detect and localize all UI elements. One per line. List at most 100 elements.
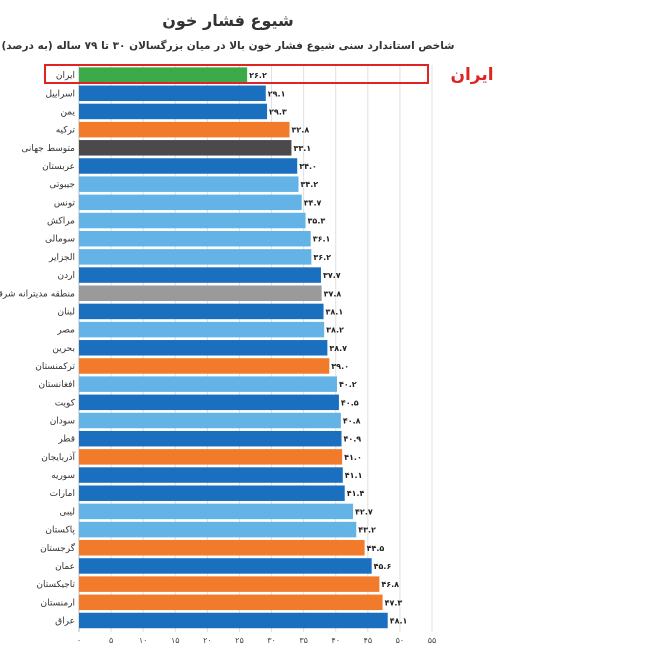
x-tick-label: ۵۵ xyxy=(428,636,437,645)
value-label: ۴۳.۲ xyxy=(358,526,376,535)
value-label: ۲۶.۲ xyxy=(249,71,267,80)
category-label: قطر xyxy=(57,435,75,445)
bar xyxy=(79,230,311,247)
value-labels: ۲۶.۲۲۹.۱ ۲۹.۳ ۳۲.۸ ۳۳.۱ ۳۴.۰ ۳۴.۲ ۳۴.۷ ۳۵.۳ ۳۶.۱… xyxy=(249,71,407,625)
bar xyxy=(79,612,388,629)
value-label: ۳۸.۱ xyxy=(326,307,344,316)
category-label: جیبوتی xyxy=(49,180,75,190)
value-label: ۳۳.۱ xyxy=(293,144,311,153)
bar xyxy=(79,576,380,592)
category-labels: ایران اسراییل یمن ترکیه متوسط جهانی عربستان جی… xyxy=(0,71,76,626)
value-label: ۴۰.۵ xyxy=(341,398,359,407)
category-label: مراکش xyxy=(47,217,75,227)
category-label: ترکمنستان xyxy=(35,362,75,372)
category-label: گرجستان xyxy=(40,542,76,554)
bar xyxy=(79,340,328,356)
category-label: منطقه مدیترانه شرقی xyxy=(0,289,75,299)
bar xyxy=(79,358,330,374)
category-label: امارات xyxy=(50,489,75,499)
category-label: بحرین xyxy=(52,344,75,354)
bar xyxy=(79,140,292,156)
bar xyxy=(79,103,268,120)
category-label: اسراییل xyxy=(45,89,75,99)
value-label: ۳۶.۱ xyxy=(313,235,331,244)
bar xyxy=(79,394,339,411)
bar xyxy=(79,194,302,211)
value-label: ۴۸.۱ xyxy=(390,616,408,625)
bar xyxy=(79,376,338,392)
value-label: ۳۴.۷ xyxy=(304,198,322,207)
x-tick-label: ۵۰ xyxy=(396,636,405,645)
value-label: ۳۵.۳ xyxy=(308,217,326,226)
bar xyxy=(79,121,290,138)
bar xyxy=(79,285,322,301)
bar xyxy=(79,540,365,556)
bar xyxy=(79,158,298,174)
value-label: ۲۹.۱ xyxy=(268,89,286,98)
category-label: مصر xyxy=(56,326,75,336)
category-label: عراق xyxy=(55,616,75,626)
value-label: ۳۲.۸ xyxy=(292,126,310,135)
bar xyxy=(79,467,343,483)
category-label: ترکیه xyxy=(56,126,76,136)
value-label: ۲۹.۳ xyxy=(269,107,287,116)
bar xyxy=(79,485,345,501)
bar xyxy=(79,449,343,465)
x-tick-label: ۱۵ xyxy=(171,636,180,645)
bar xyxy=(79,85,266,102)
x-tick-label: ۱۰ xyxy=(139,636,148,645)
value-label: ۴۷.۳ xyxy=(385,598,403,607)
category-label: پاکستان xyxy=(45,526,75,536)
x-tick-label: ۴۰ xyxy=(331,636,340,645)
category-label: تونس xyxy=(54,198,76,208)
value-label: ۴۱.۰ xyxy=(344,453,362,462)
category-label: آذربایجان xyxy=(41,451,75,463)
bar xyxy=(79,267,321,283)
bar xyxy=(79,412,341,429)
category-label: متوسط جهانی xyxy=(21,144,75,154)
category-label: لبنان xyxy=(57,307,75,317)
category-label: تاجیکستان xyxy=(36,580,75,590)
chart-subtitle: شاخص استاندارد سنی شیوع فشار خون بالا در… xyxy=(1,39,454,52)
category-label: لیبی xyxy=(59,507,75,517)
value-label: ۴۱.۱ xyxy=(345,471,363,480)
bar xyxy=(79,212,306,229)
category-label: سودان xyxy=(50,417,75,427)
value-label: ۳۴.۲ xyxy=(301,180,319,189)
x-tick-label: ۵ xyxy=(109,636,113,645)
x-tick-label: ۲۵ xyxy=(235,636,244,645)
x-tick-label: ۲۰ xyxy=(203,636,212,645)
bar xyxy=(79,430,342,447)
iran-highlight-box xyxy=(44,64,429,84)
x-axis-tick-labels: ۰ ۵ ۱۰ ۱۵ ۲۰ ۲۵ ۳۰ ۳۵ ۴۰ ۴۵ ۵۰ ۵۵ xyxy=(77,636,436,645)
category-label: عربستان xyxy=(42,162,75,172)
value-label: ۴۱.۴ xyxy=(347,489,365,498)
category-label: ارمنستان xyxy=(41,598,75,608)
value-label: ۳۷.۸ xyxy=(324,289,342,298)
value-label: ۴۰.۹ xyxy=(344,435,362,444)
bar xyxy=(79,321,325,338)
value-label: ۴۴.۵ xyxy=(367,544,385,553)
category-label: کویت xyxy=(55,398,76,408)
category-label: الجزایر xyxy=(48,253,75,263)
category-label: سومالی xyxy=(45,235,75,245)
value-label: ۴۶.۸ xyxy=(381,580,399,589)
category-label: یمن xyxy=(60,107,75,117)
bar xyxy=(79,303,324,320)
value-label: ۳۹.۰ xyxy=(331,362,349,371)
x-tick-label: ۳۵ xyxy=(299,636,308,645)
value-label: ۳۴.۰ xyxy=(299,162,317,171)
value-label: ۴۰.۸ xyxy=(343,417,361,426)
value-label: ۴۵.۶ xyxy=(374,562,392,571)
category-label: سوریه xyxy=(51,471,75,481)
value-label: ۳۷.۷ xyxy=(323,271,341,280)
bar xyxy=(79,503,354,520)
x-tick-label: ۳۰ xyxy=(267,636,276,645)
x-tick-label: ۰ xyxy=(77,636,81,645)
value-label: ۴۰.۲ xyxy=(339,380,357,389)
category-label: اردن xyxy=(58,271,75,281)
category-label: عمان xyxy=(55,562,75,572)
bar xyxy=(79,521,357,538)
value-label: ۳۶.۲ xyxy=(313,253,331,262)
